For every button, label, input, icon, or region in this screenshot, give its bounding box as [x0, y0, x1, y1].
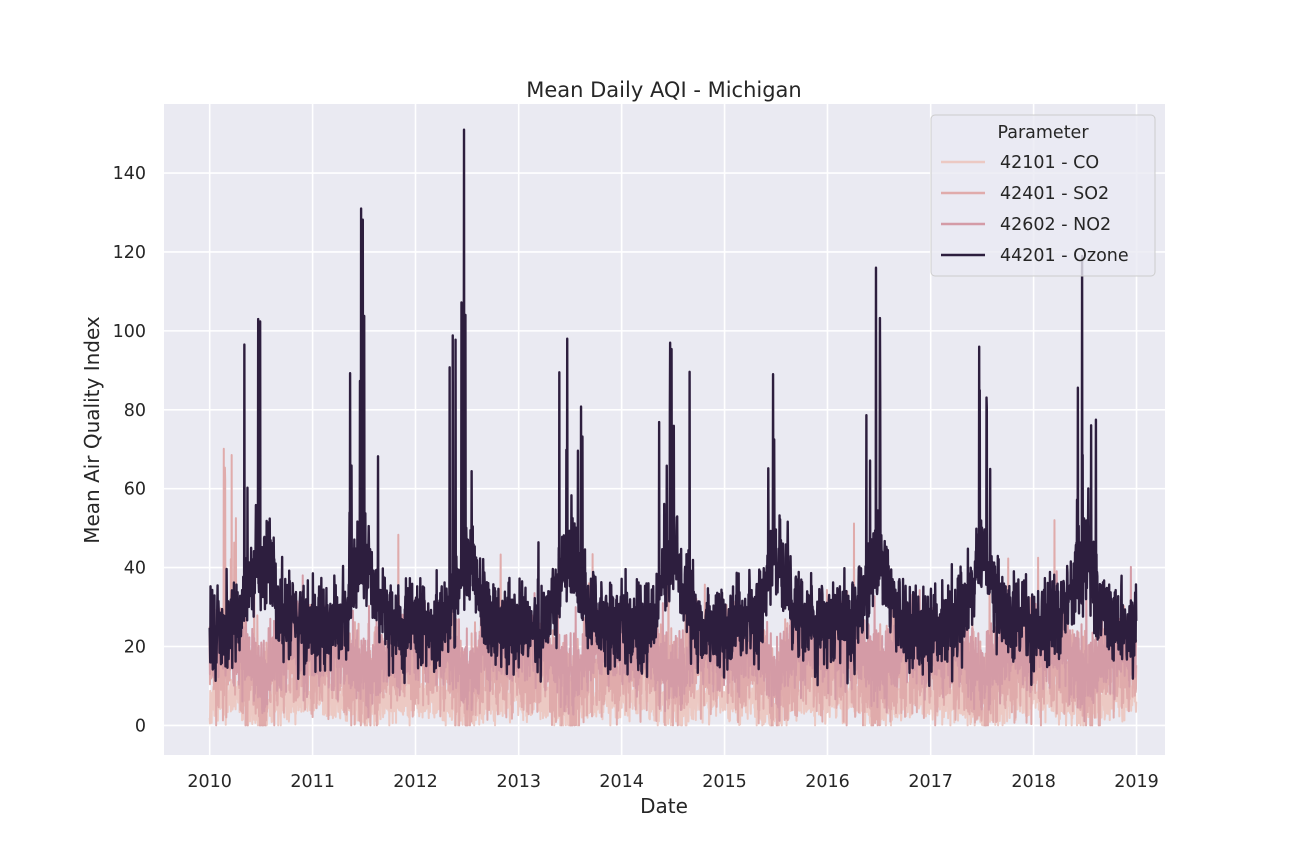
- legend-label: 42101 - CO: [1000, 153, 1099, 173]
- y-tick-label: 40: [124, 559, 146, 579]
- y-tick-label: 20: [124, 638, 146, 658]
- legend-frame: [930, 114, 1156, 277]
- y-axis-ticks: 0 20 40 60 80 100 120 140: [113, 164, 146, 736]
- y-tick-label: 0: [135, 716, 146, 736]
- series-line-3: [208, 128, 1138, 688]
- x-tick-label: 2013: [496, 772, 541, 792]
- x-tick-label: 2018: [1011, 772, 1056, 792]
- x-tick-label: 2015: [702, 772, 747, 792]
- x-tick-label: 2010: [187, 772, 232, 792]
- x-axis-label: Date: [640, 794, 688, 818]
- legend-label: 44201 - Ozone: [1000, 246, 1129, 266]
- y-axis-label: Mean Air Quality Index: [80, 316, 104, 544]
- legend-label: 42401 - SO2: [1000, 184, 1109, 204]
- x-tick-label: 2016: [805, 772, 850, 792]
- series-layer: [208, 128, 1138, 727]
- y-tick-label: 100: [113, 322, 146, 342]
- y-tick-label: 60: [124, 480, 146, 500]
- x-tick-label: 2011: [290, 772, 335, 792]
- y-tick-label: 80: [124, 401, 146, 421]
- chart-title: Mean Daily AQI - Michigan: [526, 78, 802, 102]
- y-tick-label: 140: [113, 164, 146, 184]
- y-tick-label: 120: [113, 243, 146, 263]
- x-tick-label: 2012: [393, 772, 438, 792]
- series-line-2: [208, 561, 1138, 723]
- x-tick-label: 2019: [1114, 772, 1159, 792]
- legend-title: Parameter: [997, 123, 1089, 143]
- x-tick-label: 2017: [908, 772, 953, 792]
- x-tick-label: 2014: [599, 772, 644, 792]
- legend-items: 42101 - CO 42401 - SO2 42602 - NO2 44201 - …: [941, 153, 1129, 266]
- legend: Parameter 42101 - CO 42401 - SO2 42602 - N…: [930, 114, 1156, 277]
- x-axis-ticks: 2010 2011 2012 2013 2014 2015 2016 2017 2018 2019: [187, 772, 1158, 792]
- legend-label: 42602 - NO2: [1000, 215, 1111, 235]
